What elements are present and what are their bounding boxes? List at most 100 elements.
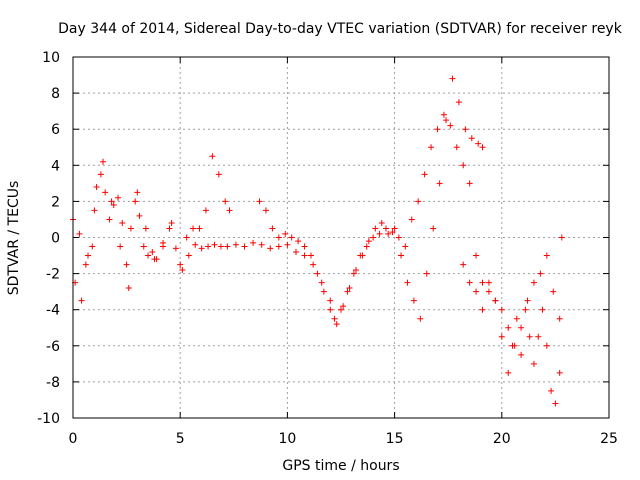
data-point (370, 234, 377, 241)
x-axis-label: GPS time / hours (282, 458, 399, 474)
data-point (217, 243, 224, 250)
data-point (318, 279, 325, 286)
data-point (389, 229, 396, 236)
data-point (172, 245, 179, 252)
data-point (310, 261, 317, 268)
data-point (123, 261, 130, 268)
data-point (417, 315, 424, 322)
data-point (518, 324, 525, 331)
data-point (440, 111, 447, 118)
data-point (468, 135, 475, 142)
data-point (222, 198, 229, 205)
data-point (267, 245, 274, 252)
data-point (177, 261, 184, 268)
y-tick-label: 2 (51, 194, 60, 210)
data-point (134, 189, 141, 196)
data-points (70, 75, 565, 407)
data-point (462, 126, 469, 133)
data-point (475, 140, 482, 147)
data-point (524, 297, 531, 304)
data-point (106, 216, 113, 223)
data-point (473, 288, 480, 295)
data-point (338, 306, 344, 313)
data-point (479, 279, 486, 286)
data-point (226, 207, 233, 214)
y-tick-label: -6 (46, 339, 60, 355)
data-point (395, 234, 402, 241)
data-point (402, 243, 409, 250)
data-point (556, 369, 563, 376)
data-point (548, 387, 555, 394)
data-point (108, 198, 115, 205)
data-point (398, 252, 405, 259)
data-point (262, 207, 269, 214)
data-point (498, 333, 505, 340)
data-point (292, 248, 299, 255)
y-tick-label: -8 (46, 375, 60, 391)
data-point (185, 252, 192, 259)
data-point (89, 243, 96, 250)
data-point (132, 198, 139, 205)
data-point (275, 234, 282, 241)
series-trace-d (460, 234, 565, 407)
y-tick-label: 0 (51, 231, 60, 247)
data-point (466, 180, 473, 187)
data-point (447, 122, 454, 129)
data-point (76, 230, 83, 237)
x-tick-label: 0 (69, 431, 78, 447)
series-trace-b (72, 153, 233, 304)
data-point (288, 234, 295, 241)
data-point (117, 243, 124, 250)
data-point (558, 234, 565, 241)
data-point (552, 400, 559, 407)
data-point (460, 162, 467, 169)
data-point (365, 238, 372, 245)
series-trace-c (256, 75, 486, 328)
data-point (241, 243, 248, 250)
grid (73, 57, 609, 418)
data-point (331, 315, 338, 322)
data-point (205, 243, 212, 250)
data-point (535, 333, 542, 340)
data-point (492, 297, 499, 304)
data-point (344, 288, 351, 295)
data-point (127, 225, 134, 232)
data-point (295, 238, 302, 245)
data-point (320, 288, 327, 295)
data-point (485, 279, 492, 286)
data-point (149, 248, 156, 255)
data-point (505, 369, 512, 376)
data-point (140, 243, 147, 250)
data-point (232, 241, 239, 248)
data-point (211, 241, 218, 248)
x-tick-label: 25 (600, 431, 618, 447)
y-tick-label: -2 (46, 267, 60, 283)
data-point (449, 75, 456, 82)
data-point (119, 220, 126, 227)
data-point (179, 266, 186, 273)
data-point (498, 306, 505, 313)
data-point (453, 144, 460, 151)
data-point (85, 252, 92, 259)
data-point (513, 315, 520, 322)
data-point (100, 158, 107, 165)
data-point (256, 198, 263, 205)
data-point (282, 230, 289, 237)
data-point (198, 245, 205, 252)
data-point (363, 243, 370, 250)
x-tick-label: 15 (386, 431, 404, 447)
y-tick-label: -10 (37, 411, 60, 427)
data-point (460, 261, 467, 268)
data-point (258, 241, 265, 248)
data-point (142, 225, 149, 232)
data-point (410, 297, 417, 304)
data-point (376, 230, 383, 237)
data-point (224, 243, 231, 250)
data-point (509, 342, 516, 349)
data-point (423, 270, 430, 277)
data-point (378, 220, 385, 227)
data-point (359, 252, 366, 259)
data-point (327, 297, 334, 304)
data-point (430, 225, 437, 232)
data-point (275, 243, 282, 250)
